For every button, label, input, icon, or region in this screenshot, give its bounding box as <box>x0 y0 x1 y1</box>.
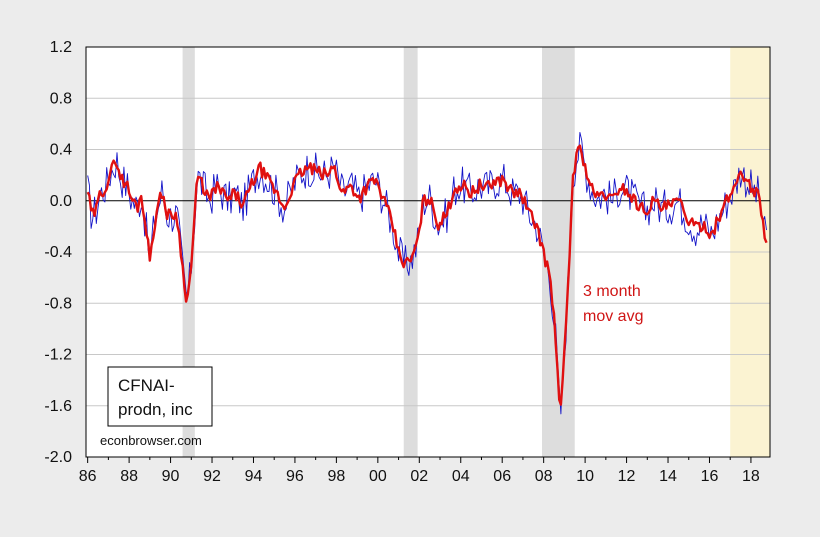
x-tick-label-12: 10 <box>576 468 594 485</box>
legend-label-line-2: prodn, inc <box>118 400 193 419</box>
x-tick-label-8: 02 <box>410 468 428 485</box>
y-tick-label-5: -0.8 <box>44 295 72 312</box>
x-tick-label-5: 96 <box>286 468 304 485</box>
annotation-line-2: mov avg <box>583 308 643 325</box>
x-tick-label-0: 86 <box>79 468 97 485</box>
x-tick-label-6: 98 <box>327 468 345 485</box>
legend-label-line-1: CFNAI- <box>118 376 175 395</box>
series-line-moving-avg <box>86 144 768 406</box>
x-tick-label-16: 18 <box>742 468 760 485</box>
plot-frame <box>85 46 771 458</box>
y-tick-label-0: 1.2 <box>50 39 72 56</box>
legend-box <box>107 366 213 427</box>
y-tick-label-7: -1.6 <box>44 398 72 415</box>
x-tick-label-3: 92 <box>203 468 221 485</box>
x-tick-label-7: 00 <box>369 468 387 485</box>
x-tick-label-1: 88 <box>120 468 138 485</box>
x-tick-label-11: 08 <box>535 468 553 485</box>
x-tick-label-10: 06 <box>493 468 511 485</box>
y-tick-label-4: -0.4 <box>44 244 72 261</box>
y-tick-label-2: 0.4 <box>50 142 72 159</box>
y-tick-label-3: 0.0 <box>50 193 72 210</box>
x-tick-label-14: 14 <box>659 468 677 485</box>
x-tick-label-15: 16 <box>701 468 719 485</box>
x-tick-label-13: 12 <box>618 468 636 485</box>
source-label: econbrowser.com <box>100 433 202 448</box>
x-tick-label-2: 90 <box>162 468 180 485</box>
y-tick-label-8: -2.0 <box>44 449 72 466</box>
annotation-line-1: 3 month <box>583 283 641 300</box>
y-tick-label-1: 0.8 <box>50 90 72 107</box>
y-tick-label-6: -1.2 <box>44 347 72 364</box>
x-tick-label-9: 04 <box>452 468 470 485</box>
x-tick-label-4: 94 <box>245 468 263 485</box>
